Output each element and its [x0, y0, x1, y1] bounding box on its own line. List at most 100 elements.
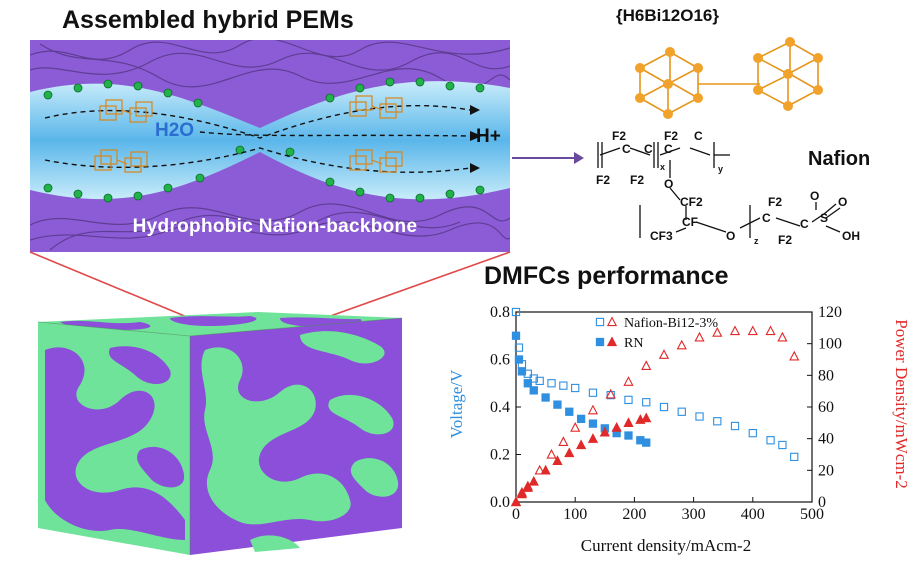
data-point: [535, 376, 544, 386]
phase-separated-cube: [37, 312, 403, 555]
data-point: [523, 379, 532, 388]
data-point: [552, 455, 563, 465]
data-point: [659, 402, 669, 412]
y-left-tick-label: 0.6: [490, 352, 510, 369]
data-point: [587, 404, 599, 415]
svg-text:C: C: [762, 211, 771, 225]
data-point: [514, 355, 524, 364]
svg-text:OH: OH: [842, 229, 860, 243]
svg-text:C: C: [664, 142, 673, 156]
data-point: [522, 482, 533, 492]
bi12-clusters-in-channel: [94, 95, 403, 173]
x-tick-label: 500: [800, 506, 824, 523]
svg-text:z: z: [754, 236, 759, 246]
y-right-tick-label: 60: [818, 399, 834, 416]
svg-text:F2: F2: [778, 233, 792, 247]
svg-text:C: C: [622, 142, 631, 156]
backbone-label: Hydrophobic Nafion-backbone: [132, 216, 418, 237]
data-point: [694, 331, 705, 342]
x-axis-label: Current density/mAcm-2: [581, 536, 751, 555]
svg-text:F2: F2: [596, 173, 610, 187]
x-tick-label: 100: [563, 506, 587, 523]
chart-legend: Nafion-Bi12-3% RN: [595, 316, 718, 351]
data-point: [564, 447, 575, 458]
y-right-tick-label: 40: [818, 431, 834, 448]
chart-axes: 0 100 200 300 400 500 0.0 0.2 0.4 0.6 0.8 0 20 40 60 80…: [490, 304, 842, 523]
legend-label: RN: [624, 336, 643, 351]
data-point: [571, 383, 580, 393]
data-point: [576, 439, 587, 450]
y-axis-right-label: Power Density/mWcm-2: [892, 319, 911, 489]
data-point: [624, 431, 633, 440]
water-label: H2O: [155, 120, 195, 141]
data-point: [766, 436, 775, 445]
legend-label: Nafion-Bi12-3%: [624, 316, 718, 331]
data-point: [570, 422, 581, 432]
data-point: [641, 412, 652, 423]
proton-transport-arrows: [44, 104, 471, 173]
y-right-tick-label: 0: [818, 494, 826, 511]
y-left-tick-label: 0.2: [490, 447, 510, 464]
x-tick-label: 300: [682, 506, 706, 523]
y-right-tick-label: 100: [818, 336, 842, 353]
data-point: [541, 393, 550, 402]
arrow-heads: [470, 105, 482, 173]
data-point: [676, 339, 687, 350]
data-point: [546, 448, 557, 459]
data-point: [658, 349, 670, 359]
data-point: [605, 388, 616, 399]
y-right-tick-label: 20: [818, 462, 834, 479]
data-point: [642, 398, 651, 407]
data-point: [516, 488, 528, 499]
legend-marker: [595, 317, 605, 327]
svg-text:O: O: [810, 189, 819, 203]
data-point: [606, 390, 615, 400]
data-point: [588, 388, 598, 397]
data-point: [695, 412, 704, 421]
x-tick-label: 200: [622, 506, 646, 523]
y-right-tick-label: 120: [818, 304, 842, 321]
y-left-tick-label: 0.0: [490, 494, 510, 511]
data-point: [517, 367, 527, 376]
svg-text:y: y: [718, 164, 723, 174]
bi12-cluster-structure: [635, 37, 823, 119]
data-point: [623, 417, 634, 427]
data-point: [514, 343, 524, 352]
data-point: [790, 452, 799, 462]
data-point: [553, 400, 562, 409]
svg-text:O: O: [838, 195, 847, 209]
data-point: [540, 464, 551, 475]
data-point: [765, 325, 776, 336]
data-point: [547, 379, 556, 388]
series-1: [510, 325, 800, 507]
data-point: [558, 436, 569, 446]
y-left-tick-label: 0.8: [490, 304, 510, 321]
data-point: [642, 438, 651, 447]
data-point: [641, 360, 652, 370]
svg-text:C: C: [644, 142, 653, 156]
data-point: [510, 496, 522, 507]
data-point: [777, 331, 788, 342]
svg-text:C: C: [694, 129, 703, 143]
svg-text:CF: CF: [682, 215, 698, 229]
data-point: [529, 386, 538, 395]
data-point: [712, 327, 723, 337]
legend-marker: [606, 316, 618, 327]
data-point: [778, 440, 787, 450]
svg-text:C: C: [800, 217, 809, 231]
svg-text:F2: F2: [664, 129, 678, 143]
svg-text:O: O: [726, 229, 735, 243]
proton-label: H+: [476, 126, 501, 147]
membrane-panel: [30, 40, 510, 252]
sulfonic-group-beads: [43, 77, 485, 203]
y-right-tick-label: 80: [818, 367, 834, 384]
legend-marker: [595, 337, 605, 347]
data-point: [576, 414, 586, 424]
svg-text:S: S: [820, 211, 828, 225]
series-0: [511, 307, 799, 462]
y-axis-left-label: Voltage/V: [447, 369, 466, 438]
dmfc-performance-chart: 0 100 200 300 400 500 0.0 0.2 0.4 0.6 0.8 0 20 40 60 80…: [447, 304, 911, 555]
x-tick-label: 400: [741, 506, 765, 523]
data-point: [559, 381, 568, 390]
svg-text:CF3: CF3: [650, 229, 673, 243]
